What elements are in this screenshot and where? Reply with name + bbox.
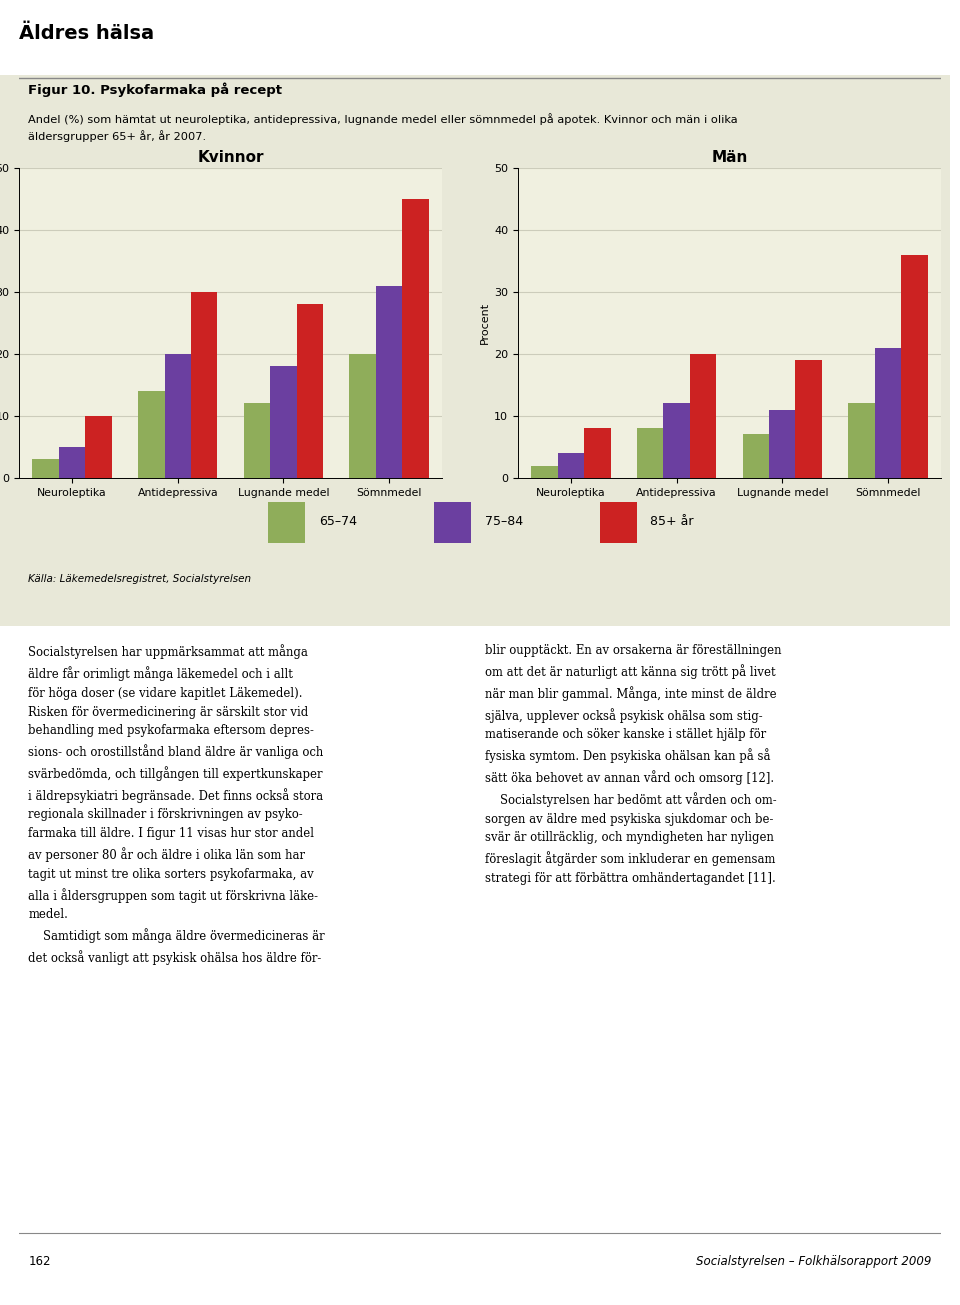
Text: blir oupptäckt. En av orsakerna är föreställningen
om att det är naturligt att k: blir oupptäckt. En av orsakerna är föres… [485, 645, 781, 885]
Bar [558, 453, 584, 478]
Text: 65–74: 65–74 [319, 515, 357, 529]
Bar [402, 198, 429, 478]
Text: Figur 10. Psykofarmaka på recept: Figur 10. Psykofarmaka på recept [29, 82, 282, 98]
Y-axis label: Procent: Procent [480, 301, 490, 345]
Bar [849, 403, 875, 478]
Title: Kvinnor: Kvinnor [198, 150, 264, 166]
Bar [138, 392, 164, 478]
Text: 85+ år: 85+ år [651, 515, 694, 529]
Bar [85, 416, 111, 478]
Bar [531, 466, 558, 478]
Bar [297, 304, 324, 478]
Bar [191, 292, 217, 478]
Text: 162: 162 [29, 1255, 51, 1268]
Bar [244, 403, 270, 478]
Text: Socialstyrelsen har uppmärksammat att många
äldre får orimligt många läkemedel o: Socialstyrelsen har uppmärksammat att må… [29, 645, 325, 964]
FancyBboxPatch shape [268, 501, 305, 543]
Text: 75–84: 75–84 [485, 515, 523, 529]
Text: Äldres hälsa: Äldres hälsa [19, 25, 155, 43]
Bar [164, 354, 191, 478]
Bar [59, 446, 85, 478]
Bar [349, 354, 376, 478]
FancyBboxPatch shape [434, 501, 470, 543]
Text: Andel (%) som hämtat ut neuroleptika, antidepressiva, lugnande medel eller sömnm: Andel (%) som hämtat ut neuroleptika, an… [29, 114, 738, 142]
Bar [636, 428, 663, 478]
Bar [875, 347, 901, 478]
Bar [743, 435, 769, 478]
FancyBboxPatch shape [600, 501, 636, 543]
Bar [690, 354, 716, 478]
Bar [270, 367, 297, 478]
Bar [376, 286, 402, 478]
Text: Socialstyrelsen – Folkhälsorapport 2009: Socialstyrelsen – Folkhälsorapport 2009 [696, 1255, 931, 1268]
Text: Källa: Läkemedelsregistret, Socialstyrelsen: Källa: Läkemedelsregistret, Socialstyrel… [29, 574, 252, 583]
Title: Män: Män [711, 150, 748, 166]
Bar [769, 410, 796, 478]
Bar [33, 459, 59, 478]
Bar [584, 428, 611, 478]
Bar [663, 403, 690, 478]
Bar [796, 360, 822, 478]
Bar [901, 254, 927, 478]
